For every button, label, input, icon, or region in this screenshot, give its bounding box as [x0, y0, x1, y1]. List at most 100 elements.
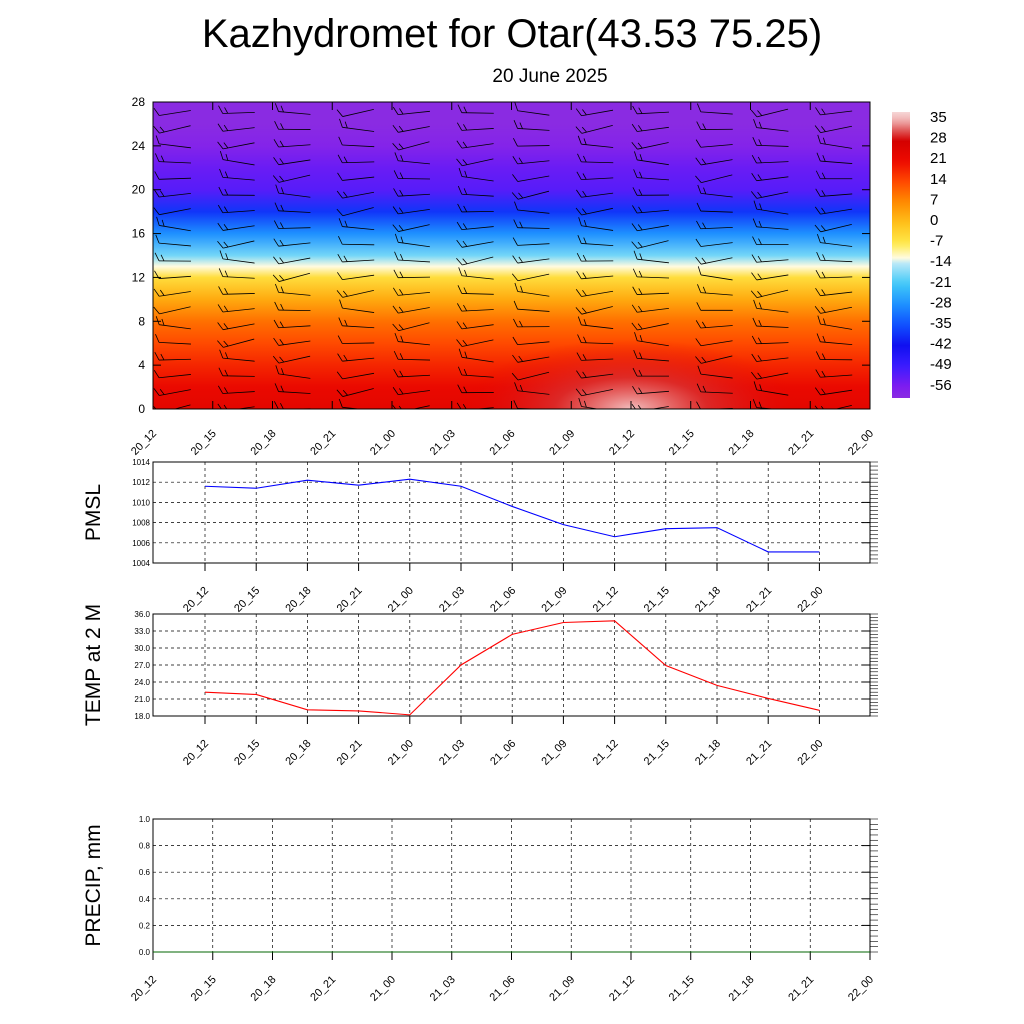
wind-barb	[219, 349, 255, 362]
wind-barb	[695, 320, 733, 329]
x-tick-label: 21_12	[607, 428, 637, 458]
chart-subtitle: 20 June 2025	[492, 66, 608, 87]
wind-barb	[273, 337, 311, 346]
wind-barb	[753, 119, 789, 132]
wind-barb	[697, 284, 733, 296]
wind-barb	[814, 206, 853, 215]
wind-barb	[153, 288, 191, 297]
wind-barb	[577, 135, 614, 148]
wind-barb	[577, 235, 614, 247]
wind-barb	[219, 168, 255, 181]
colorbar-label: -21	[930, 274, 952, 291]
wind-barb	[575, 125, 613, 134]
y-tick-label: 21.0	[134, 695, 150, 704]
wind-barb	[576, 189, 614, 198]
colorbar-label: 0	[930, 212, 938, 229]
wind-barb	[751, 371, 789, 380]
x-tick-label: 20_15	[189, 974, 219, 1004]
y-axis-label: PRECIP, mm	[82, 824, 105, 946]
x-tick-label: 21_06	[488, 428, 518, 458]
x-tick-label: 21_00	[386, 585, 416, 615]
wind-barb	[752, 136, 789, 147]
colorbar-label: 21	[930, 150, 947, 167]
x-tick-label: 21_00	[368, 974, 398, 1004]
y-tick-label: 0.8	[139, 842, 151, 851]
wind-barb	[155, 316, 191, 330]
wind-barb	[456, 402, 494, 409]
wind-barb	[752, 399, 789, 409]
y-tick-label: 27.0	[134, 661, 150, 670]
wind-barb	[338, 236, 375, 246]
wind-barb	[513, 219, 550, 229]
wind-barb	[751, 154, 789, 164]
wind-barb	[457, 185, 494, 197]
wind-barb	[456, 122, 494, 131]
wind-barb	[695, 338, 733, 347]
wind-barb	[576, 370, 614, 379]
wind-barb	[512, 237, 550, 246]
wind-barb	[512, 255, 550, 264]
wind-barb	[392, 206, 430, 215]
wind-barb	[155, 234, 191, 247]
wind-barb	[217, 385, 255, 394]
wind-barb	[155, 153, 192, 164]
x-tick-label: 21_09	[539, 738, 569, 768]
wind-barb	[273, 139, 311, 148]
wind-barb	[751, 272, 789, 281]
wind-barb	[217, 322, 255, 331]
wind-barb	[513, 120, 550, 131]
wind-barb	[815, 107, 853, 116]
y-tick-label: 24.0	[134, 678, 150, 687]
wind-barb	[153, 189, 191, 198]
x-tick-label: 20_12	[129, 428, 159, 458]
wind-barb	[575, 108, 614, 117]
wind-barb	[575, 207, 613, 216]
wind-barb	[154, 171, 192, 180]
x-tick-label: 20_12	[181, 738, 211, 768]
y-tick-label: 1014	[132, 458, 150, 467]
x-tick-label: 21_12	[607, 974, 637, 1004]
y-tick-label: 1.0	[139, 815, 151, 824]
wind-barb	[394, 251, 430, 263]
wind-barb	[633, 169, 669, 181]
wind-barb	[514, 382, 550, 395]
wind-barb	[752, 317, 789, 328]
wind-barbs	[153, 102, 853, 409]
colorbar-label: 28	[930, 130, 947, 147]
colorbar-label: 35	[930, 109, 947, 126]
wind-barb	[514, 102, 550, 116]
wind-barb	[457, 384, 494, 394]
wind-barb	[336, 108, 374, 117]
wind-barb	[217, 240, 255, 249]
x-tick-label: 20_21	[335, 738, 365, 768]
colorbar-scale	[892, 112, 910, 398]
x-tick-label: 21_15	[642, 585, 672, 615]
y-tick-label: 18.0	[134, 712, 150, 721]
wind-barb	[337, 254, 375, 263]
wind-barb	[511, 190, 550, 200]
x-tick-label: 21_12	[591, 738, 621, 768]
wind-barb	[153, 107, 191, 116]
x-tick-label: 21_21	[744, 738, 774, 768]
wind-barb	[392, 124, 430, 133]
wind-barb	[458, 348, 494, 363]
wind-barb	[697, 184, 733, 198]
wind-barb	[217, 403, 255, 409]
y-axis-label: TEMP at 2 M	[82, 604, 105, 726]
x-tick-label: 20_21	[308, 974, 338, 1004]
wind-barb	[154, 351, 192, 361]
wind-barb	[578, 397, 614, 409]
wind-barb	[634, 151, 669, 166]
wind-barb	[339, 299, 375, 313]
wind-barb	[218, 286, 255, 295]
wind-barb	[217, 222, 255, 231]
x-tick-label: 20_18	[283, 738, 313, 768]
wind-barb	[456, 140, 494, 149]
wind-barb	[337, 172, 375, 181]
wind-barb	[274, 103, 311, 115]
wind-barb	[631, 223, 669, 232]
colorbar-label: -56	[930, 377, 952, 394]
x-tick-label: 20_15	[232, 738, 262, 768]
x-tick-label: 21_00	[368, 428, 398, 458]
wind-barb	[576, 352, 614, 361]
